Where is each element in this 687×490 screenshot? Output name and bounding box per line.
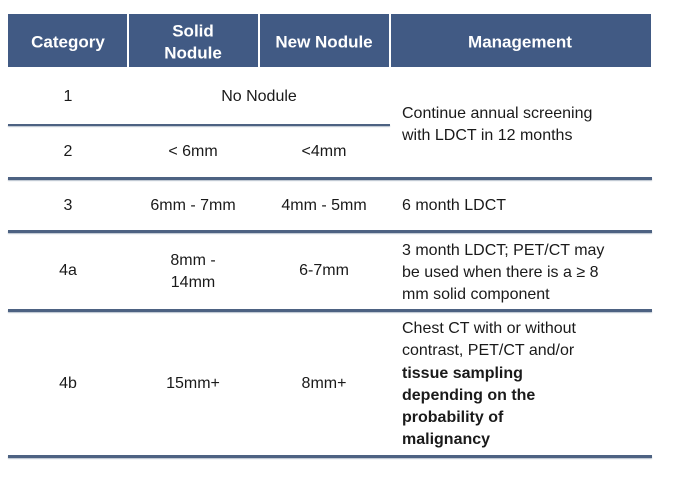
nodule-size: 6-7mm xyxy=(299,262,349,279)
management: Chest CT with or without xyxy=(402,320,576,337)
category: 4b xyxy=(59,375,77,392)
row-rule xyxy=(8,455,652,458)
row-rule xyxy=(8,230,652,233)
header-label: Nodule xyxy=(164,43,222,63)
nodule-size: 8mm+ xyxy=(301,375,347,392)
header-label: Management xyxy=(468,32,572,52)
management: contrast, PET/CT and/or xyxy=(402,342,575,359)
category: 3 xyxy=(63,197,73,214)
management-emphasis: depending on the xyxy=(402,387,536,404)
nodule-size: 15mm+ xyxy=(166,375,220,392)
management: 3 month LDCT; PET/CT may xyxy=(402,242,605,259)
row-rule xyxy=(8,124,390,126)
management: with LDCT in 12 months xyxy=(402,127,573,144)
nodule-size: 4mm - 5mm xyxy=(281,197,367,214)
row-rule xyxy=(8,177,652,180)
nodule-size: 8mm - xyxy=(170,252,216,269)
management: mm solid component xyxy=(402,286,550,303)
header-cell xyxy=(129,14,258,67)
nodule-size: 14mm xyxy=(170,274,216,291)
management: be used when there is a ≥ 8 xyxy=(402,264,599,281)
category: 1 xyxy=(63,88,73,105)
management-emphasis: malignancy xyxy=(402,431,491,448)
header-cell xyxy=(8,14,127,67)
management-emphasis: tissue sampling xyxy=(402,365,523,382)
category: 4a xyxy=(59,262,77,279)
header-label: New Nodule xyxy=(275,32,373,52)
header-label: Solid xyxy=(172,21,214,41)
management: Continue annual screening xyxy=(402,105,593,122)
nodule-size: < 6mm xyxy=(168,143,218,160)
header-label: Category xyxy=(31,32,105,52)
nodule-size: <4mm xyxy=(301,143,347,160)
management: 6 month LDCT xyxy=(402,197,507,214)
nodule-size: No Nodule xyxy=(221,88,297,105)
category: 2 xyxy=(63,143,73,160)
row-rule xyxy=(8,309,652,312)
header-cell xyxy=(260,14,389,67)
management-emphasis: probability of xyxy=(402,409,504,426)
nodule-size: 6mm - 7mm xyxy=(150,197,236,214)
header-cell xyxy=(391,14,651,67)
